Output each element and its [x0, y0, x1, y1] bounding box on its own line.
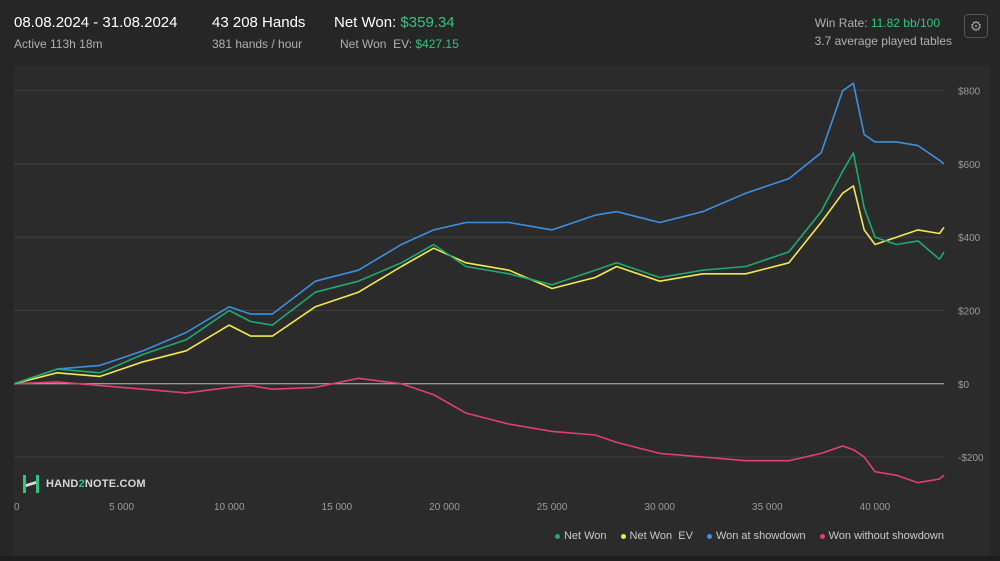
legend-label: Net Won [563, 530, 607, 542]
x-tick-label: 5 000 [109, 502, 134, 513]
x-tick-label: 35 000 [752, 502, 783, 513]
y-tick-label: $600 [958, 160, 981, 171]
net-won: Net Won: $359.34 [334, 14, 455, 31]
legend-label: Net Won EV [629, 530, 693, 542]
net-won-ev: Net Won EV: $427.15 [340, 37, 459, 51]
active-time: Active 113h 18m [14, 37, 103, 51]
y-tick-label: $400 [958, 233, 981, 244]
win-rate-label: Win Rate: [814, 16, 871, 30]
hands-per-hour: 381 hands / hour [212, 37, 303, 51]
settings-button[interactable]: ⚙ [964, 14, 988, 38]
series-line-won-without-showdown [13, 377, 945, 484]
series-line-net-won-ev [13, 185, 945, 385]
gear-icon: ⚙ [969, 17, 983, 34]
net-won-value: $359.34 [400, 14, 455, 31]
legend-item-won-at-showdown[interactable]: Won at showdown [706, 530, 806, 542]
x-tick-label: 20 000 [429, 502, 460, 513]
chart-area: -$200 $0 $200 $400 $600 $800 0 5 000 10 000 15 00… [13, 66, 990, 556]
x-tick-label: 40 000 [860, 502, 891, 513]
x-tick-label: 15 000 [322, 502, 353, 513]
y-tick-label: $0 [958, 380, 970, 391]
win-rate-value: 11.82 bb/100 [870, 16, 940, 30]
logo-text: HAND2NOTE.COM [46, 478, 146, 490]
net-won-ev-label: Net Won EV: [340, 37, 416, 51]
hands-count: 43 208 Hands [212, 14, 306, 31]
won-without-showdown-swatch [819, 533, 825, 539]
net-won-swatch [554, 533, 560, 539]
logo-text-two: 2 [78, 478, 85, 490]
won-at-showdown-swatch [706, 533, 712, 539]
net-won-ev-swatch [620, 533, 626, 539]
x-tick-label: 30 000 [644, 502, 675, 513]
legend-item-won-without-showdown[interactable]: Won without showdown [819, 530, 944, 542]
x-tick-label: 25 000 [537, 502, 568, 513]
legend-item-net-won[interactable]: Net Won [554, 530, 607, 542]
logo: HAND2NOTE.COM [22, 474, 146, 494]
legend-item-net-won-ev[interactable]: Net Won EV [620, 530, 693, 542]
x-tick-label: 10 000 [214, 502, 245, 513]
legend-label: Won at showdown [715, 530, 806, 542]
y-tick-label: -$200 [958, 453, 984, 464]
logo-text-prefix: HAND [46, 478, 79, 490]
profit-chart: -$200 $0 $200 $400 $600 $800 0 5 000 10 000 15 00… [13, 82, 984, 513]
series-line-won-at-showdown [13, 82, 945, 385]
net-won-label: Net Won: [334, 14, 401, 31]
date-range: 08.08.2024 - 31.08.2024 [14, 14, 178, 31]
series-line-net-won [13, 152, 945, 385]
average-tables: 3.7 average played tables [814, 34, 952, 48]
y-tick-label: $200 [958, 306, 981, 317]
legend-label: Won without showdown [828, 530, 944, 542]
summary-header: 08.08.2024 - 31.08.2024 Active 113h 18m … [0, 0, 1000, 56]
x-tick-label: 0 [14, 502, 20, 513]
y-tick-label: $800 [958, 87, 981, 98]
hand2note-logo-icon [23, 475, 39, 493]
chart-legend: Net Won Net Won EV Won at showdown Won w… [554, 530, 944, 542]
win-rate: Win Rate: 11.82 bb/100 [815, 16, 940, 30]
logo-text-suffix: NOTE.COM [84, 478, 146, 490]
net-won-ev-value: $427.15 [415, 37, 459, 51]
